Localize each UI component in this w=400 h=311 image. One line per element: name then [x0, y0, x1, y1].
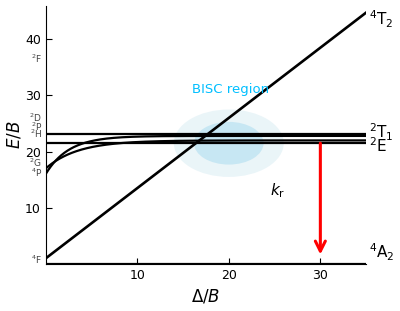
Y-axis label: $E/B$: $E/B$ [6, 121, 24, 149]
Text: $k_\mathrm{r}$: $k_\mathrm{r}$ [270, 182, 285, 200]
Text: $^2$H: $^2$H [30, 128, 42, 141]
X-axis label: $\Delta/B$: $\Delta/B$ [191, 287, 220, 305]
Text: $^2$F: $^2$F [31, 53, 42, 65]
Text: $^4$P: $^4$P [30, 167, 42, 179]
Circle shape [174, 109, 284, 177]
Text: $^4$T$_2$: $^4$T$_2$ [369, 9, 394, 30]
Text: $^2$T$_1$: $^2$T$_1$ [369, 121, 394, 143]
Circle shape [194, 122, 264, 165]
Text: $^2$D: $^2$D [29, 112, 42, 124]
Text: $^2$E: $^2$E [369, 137, 387, 156]
Text: $^4$A$_2$: $^4$A$_2$ [369, 242, 394, 263]
Text: $^2$P: $^2$P [30, 120, 42, 132]
Text: BISC region: BISC region [192, 83, 269, 96]
Text: $^4$F: $^4$F [31, 253, 42, 266]
Text: $^2$G: $^2$G [30, 157, 42, 169]
